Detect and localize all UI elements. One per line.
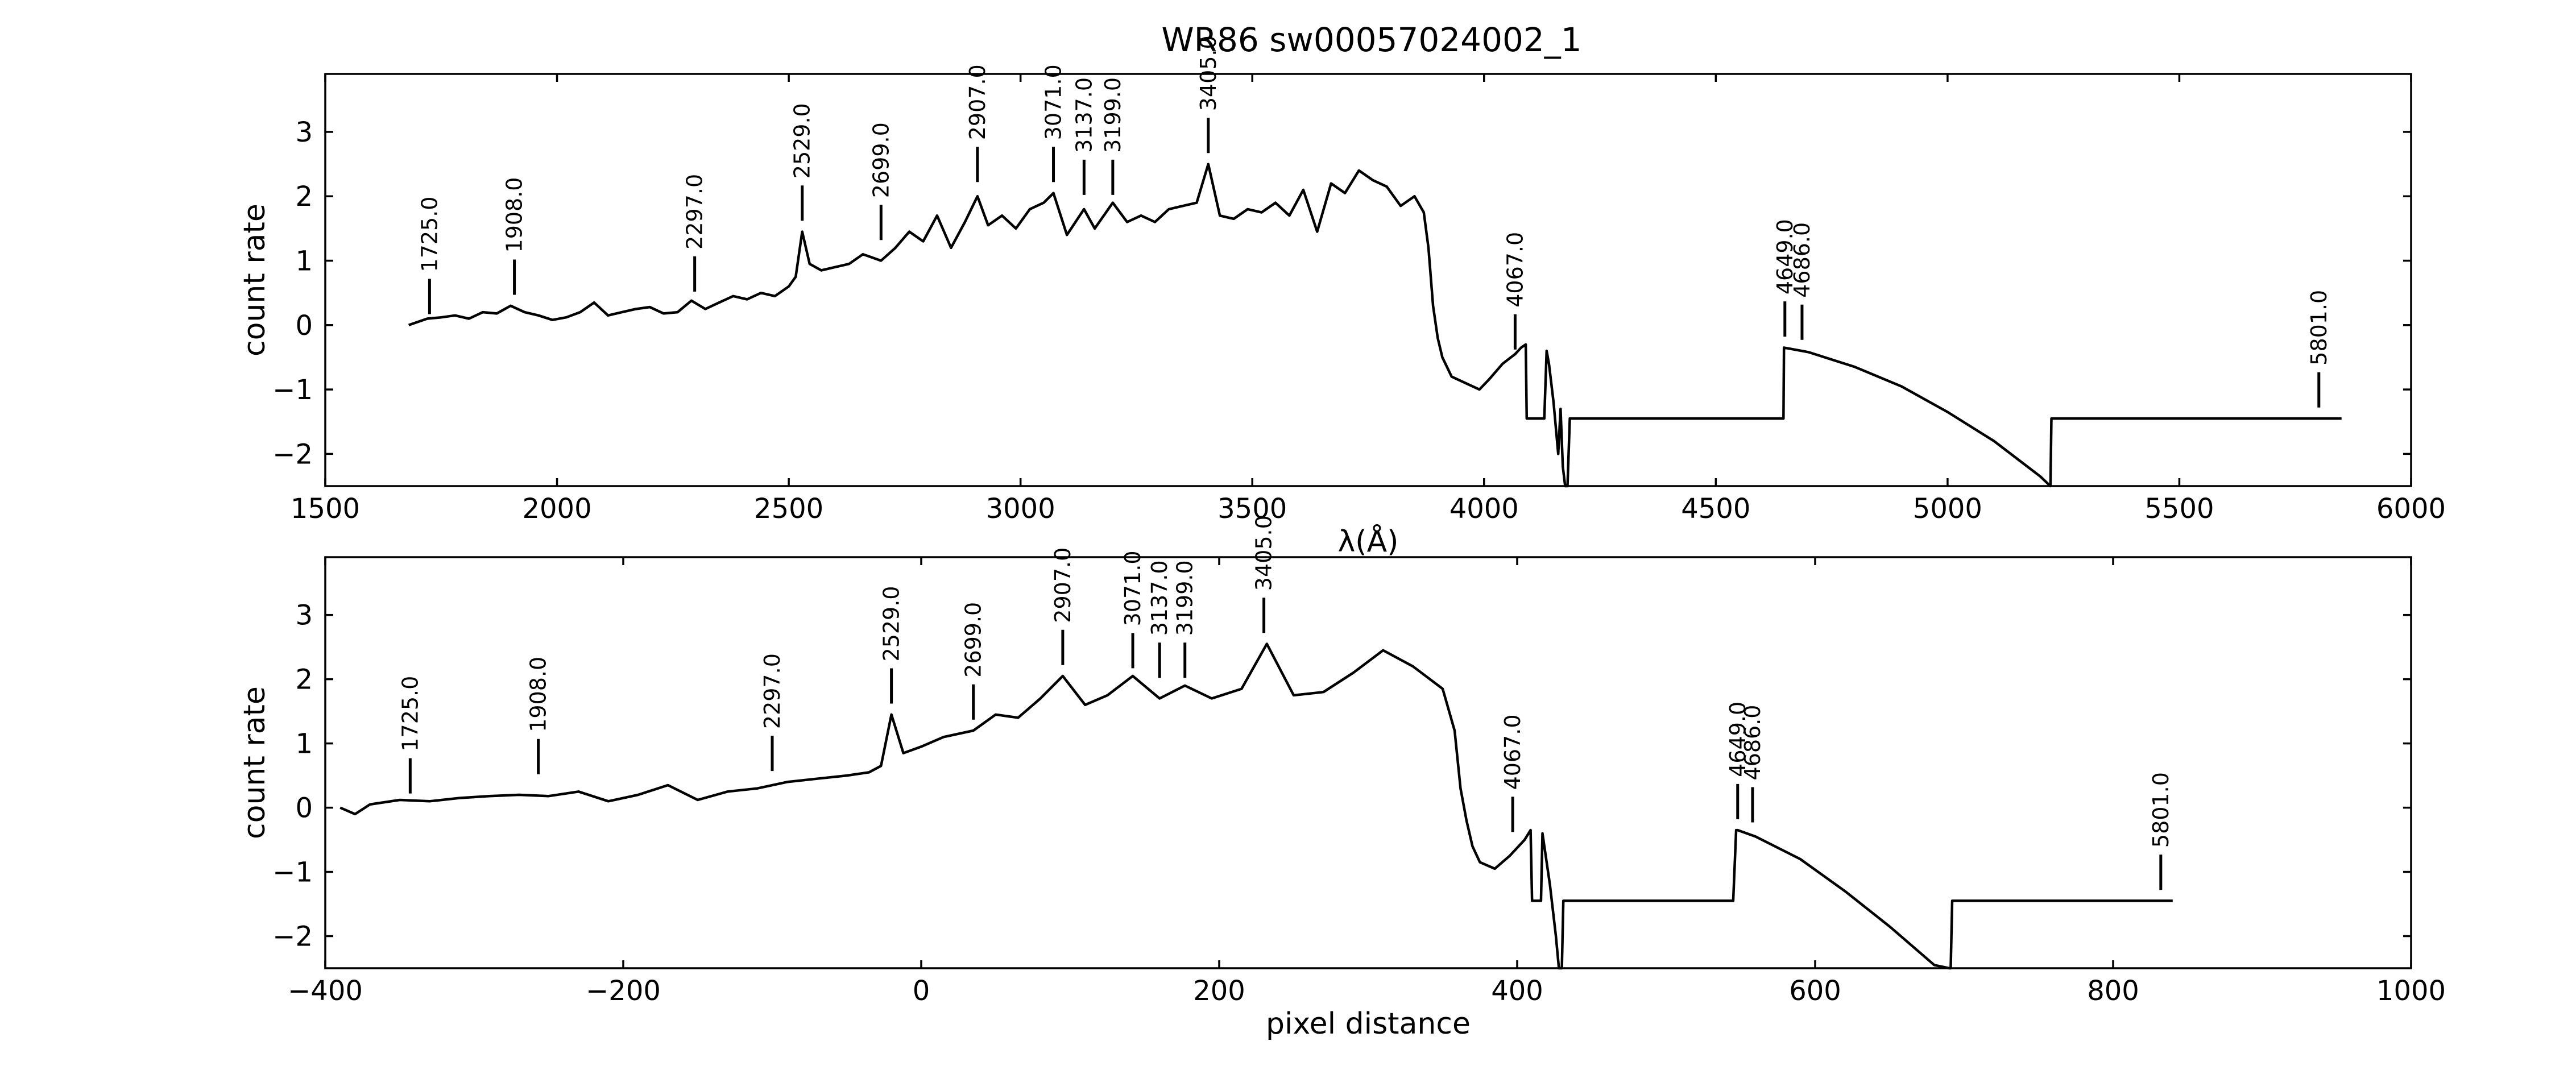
line-label: 2907.0 bbox=[1050, 548, 1075, 623]
line-label: 5801.0 bbox=[2306, 290, 2331, 366]
plot-frame bbox=[324, 73, 2412, 487]
line-label: 1725.0 bbox=[417, 197, 442, 272]
y-tick-label: −1 bbox=[272, 374, 313, 406]
x-tick-label: −200 bbox=[586, 975, 661, 1007]
y-tick-label: 3 bbox=[295, 600, 313, 632]
pixel-panel: −400 −200 0 200 400 600 800 1000 −2 −1 0 1 2 3 count r… bbox=[238, 515, 2446, 1041]
y-axis-label: count rate bbox=[238, 204, 272, 356]
x-axis-label: pixel distance bbox=[1266, 1007, 1471, 1041]
y-tick-label: 2 bbox=[295, 181, 313, 213]
y-tick-label: 0 bbox=[295, 793, 313, 824]
x-tick-label: 1500 bbox=[291, 493, 360, 525]
line-label: 2907.0 bbox=[965, 64, 990, 140]
x-tick-label: 3000 bbox=[986, 493, 1055, 525]
line-label: 3199.0 bbox=[1100, 77, 1125, 153]
y-tick-label: −1 bbox=[272, 857, 313, 889]
x-tick-label: 4500 bbox=[1681, 493, 1750, 525]
line-label: 2297.0 bbox=[760, 653, 785, 729]
x-tick-label: 3500 bbox=[1217, 493, 1287, 525]
line-label: 3071.0 bbox=[1120, 550, 1145, 626]
line-label: 2699.0 bbox=[961, 602, 986, 678]
line-label: 4649.0 bbox=[1772, 219, 1798, 295]
line-label: 1908.0 bbox=[526, 657, 551, 732]
line-label: 3071.0 bbox=[1041, 64, 1066, 140]
y-axis-label: count rate bbox=[238, 686, 272, 839]
spectrum-line-0 bbox=[408, 163, 2342, 488]
wavelength-panel: 1500 2000 2500 3000 3500 4000 4500 5000 5500 6000… bbox=[238, 35, 2446, 559]
x-axis-label: λ(Å) bbox=[1338, 524, 1399, 559]
line-label: 1908.0 bbox=[502, 177, 527, 253]
y-tick-label: −2 bbox=[272, 921, 313, 953]
line-label: 4067.0 bbox=[1500, 714, 1525, 790]
line-label: 2699.0 bbox=[868, 122, 893, 198]
y-tick-label: −2 bbox=[272, 438, 313, 470]
x-tick-label: 200 bbox=[1193, 975, 1245, 1007]
x-tick-label: 2500 bbox=[754, 493, 823, 525]
y-tick-label: 2 bbox=[295, 664, 313, 696]
line-label: 4686.0 bbox=[1740, 705, 1765, 781]
y-tick-label: 3 bbox=[295, 117, 313, 148]
x-tick-label: 5500 bbox=[2144, 493, 2214, 525]
line-label: 2297.0 bbox=[682, 174, 707, 250]
y-tick-label: 0 bbox=[295, 310, 313, 342]
spectrum-line-0 bbox=[339, 642, 2173, 970]
line-label: 3405.0 bbox=[1252, 515, 1277, 591]
y-tick-label: 1 bbox=[295, 728, 313, 760]
x-tick-label: 400 bbox=[1491, 975, 1543, 1007]
line-label: 3137.0 bbox=[1147, 560, 1172, 636]
x-tick-label: 4000 bbox=[1449, 493, 1519, 525]
x-tick-label: −400 bbox=[288, 975, 363, 1007]
line-label: 4649.0 bbox=[1725, 702, 1750, 777]
line-label: 2529.0 bbox=[879, 586, 904, 662]
plot-frame bbox=[324, 556, 2412, 969]
x-tick-label: 2000 bbox=[522, 493, 591, 525]
line-label: 4686.0 bbox=[1790, 222, 1815, 298]
line-label: 3137.0 bbox=[1071, 77, 1096, 153]
x-tick-label: 5000 bbox=[1913, 493, 1982, 525]
line-label: 1725.0 bbox=[397, 676, 423, 752]
line-label: 3199.0 bbox=[1173, 560, 1198, 636]
line-label: 5801.0 bbox=[2148, 772, 2173, 848]
y-tick-label: 1 bbox=[295, 246, 313, 277]
x-tick-label: 0 bbox=[913, 975, 930, 1007]
x-tick-label: 600 bbox=[1789, 975, 1841, 1007]
line-label: 2529.0 bbox=[790, 103, 815, 179]
line-label: 3405.0 bbox=[1196, 35, 1221, 111]
line-label: 4067.0 bbox=[1502, 232, 1527, 308]
x-tick-label: 800 bbox=[2087, 975, 2139, 1007]
x-tick-label: 6000 bbox=[2376, 493, 2446, 525]
x-tick-label: 1000 bbox=[2376, 975, 2446, 1007]
figure-title: WR86 sw00057024002_1 bbox=[1161, 20, 1581, 59]
